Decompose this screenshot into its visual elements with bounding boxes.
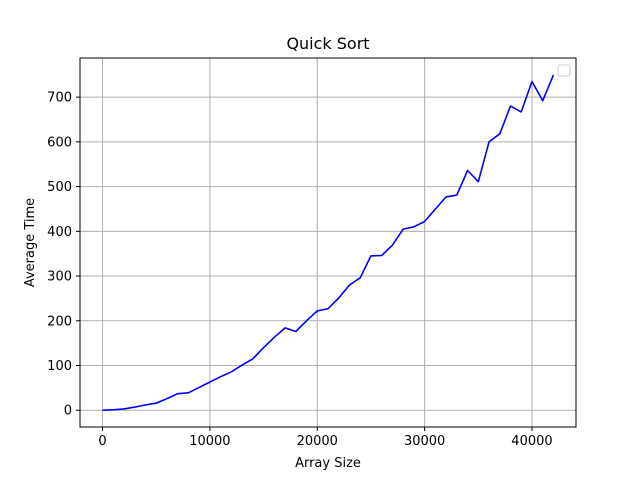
x-tick-label: 0	[98, 434, 106, 449]
y-axis-label: Average Time	[23, 198, 38, 287]
ticks: 0 10000 20000 30000 40000 0 100 200 300 400 500 600…	[47, 91, 552, 449]
plot-frame	[79, 57, 577, 428]
x-tick-label: 40000	[511, 434, 552, 449]
y-tick-label: 200	[47, 314, 72, 329]
x-tick-label: 30000	[404, 434, 445, 449]
x-tick-label: 20000	[297, 434, 338, 449]
y-tick-label: 300	[47, 270, 72, 285]
y-tick-label: 400	[47, 225, 72, 240]
grid	[80, 58, 576, 427]
legend	[557, 64, 571, 77]
y-tick-label: 500	[47, 180, 72, 195]
y-tick-label: 600	[47, 135, 72, 150]
series-layer	[102, 74, 555, 411]
y-tick-label: 700	[47, 91, 72, 106]
x-tick-label: 10000	[189, 434, 230, 449]
x-axis-label: Array Size	[295, 456, 361, 471]
series-line	[102, 74, 555, 411]
y-tick-label: 0	[64, 404, 72, 419]
y-tick-label: 100	[47, 359, 72, 374]
chart-title: Quick Sort	[286, 34, 369, 53]
